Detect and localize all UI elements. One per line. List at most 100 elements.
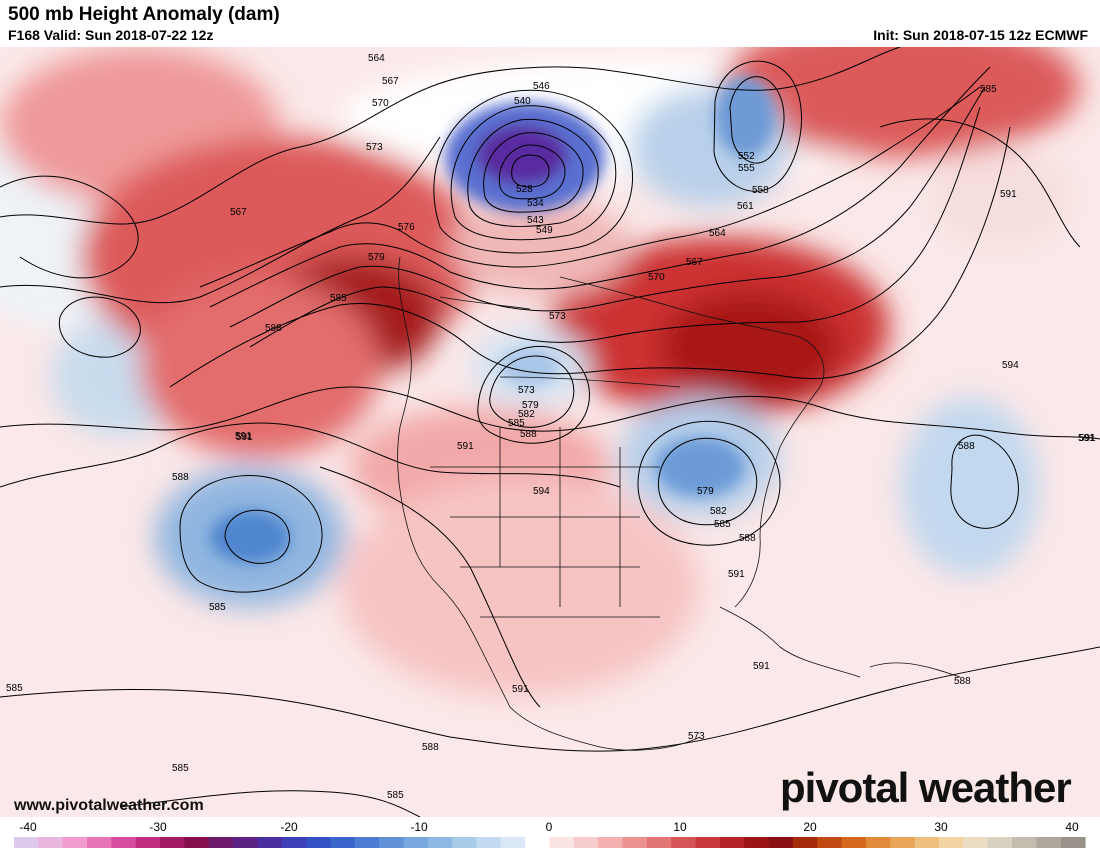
scale-swatch (938, 837, 964, 848)
contour-label: 534 (527, 198, 544, 209)
color-scale: -40 -30 -20 -10 0 10 20 30 40 (14, 820, 1086, 848)
contour-label: 591 (235, 431, 252, 442)
contour-label: 591 (753, 661, 770, 672)
contour-label: 588 (739, 533, 756, 544)
scale-swatch (963, 837, 989, 848)
height-contours (0, 47, 1100, 817)
contour-label: 585 (714, 519, 731, 530)
contour-label: 579 (522, 400, 539, 411)
contour-label: 585 (209, 602, 226, 613)
contour-label: 552 (738, 151, 755, 162)
scale-swatch (281, 837, 307, 848)
scale-swatch (1011, 837, 1037, 848)
scale-swatch (1060, 837, 1086, 848)
scale-tick: -20 (280, 820, 298, 834)
scale-swatch (62, 837, 88, 848)
scale-swatch (744, 837, 770, 848)
contour-label: 585 (387, 790, 404, 801)
anomaly-map: 564 567 570 573 576 579 546 540 528 534 … (0, 47, 1100, 817)
scale-swatch (598, 837, 624, 848)
scale-swatch (330, 837, 356, 848)
scale-swatch (671, 837, 697, 848)
contour-label: 585 (980, 84, 997, 95)
scale-swatch (379, 837, 405, 848)
scale-swatch (890, 837, 916, 848)
scale-tick: 10 (673, 820, 687, 834)
scale-swatch (646, 837, 672, 848)
scale-swatch (427, 837, 453, 848)
contour-label: 594 (1002, 360, 1019, 371)
contour-label: 591 (728, 569, 745, 580)
scale-swatch (257, 837, 283, 848)
scale-swatch (233, 837, 259, 848)
contour-label: 588 (265, 323, 282, 334)
contour-label: 579 (368, 252, 385, 263)
scale-tick: 40 (1065, 820, 1079, 834)
anomaly-shading (0, 47, 1080, 697)
contour-label: 591 (457, 441, 474, 452)
contour-label: 567 (382, 76, 399, 87)
scale-tick: 30 (934, 820, 948, 834)
scale-swatches (14, 837, 1086, 848)
contour-label: 558 (752, 185, 769, 196)
scale-swatch (354, 837, 380, 848)
scale-tick: -40 (19, 820, 37, 834)
contour-label: 591 (512, 684, 529, 695)
contour-label: 564 (709, 228, 726, 239)
contour-label: 567 (230, 207, 247, 218)
scale-swatch (184, 837, 210, 848)
scale-swatch (622, 837, 648, 848)
contour-label: 543 (527, 215, 544, 226)
contour-label: 570 (372, 98, 389, 109)
contour-label: 588 (172, 472, 189, 483)
scale-swatch (14, 837, 39, 848)
scale-swatch (768, 837, 794, 848)
scale-swatch (792, 837, 818, 848)
contour-label: 582 (710, 506, 727, 517)
website-url: www.pivotalweather.com (14, 797, 204, 814)
contour-label: 588 (422, 742, 439, 753)
contour-label: 567 (686, 257, 703, 268)
contour-label: 582 (518, 409, 535, 420)
scale-swatch (914, 837, 940, 848)
contour-label: 549 (536, 225, 553, 236)
scale-swatch (306, 837, 332, 848)
scale-swatch (160, 837, 185, 848)
contour-label: 546 (533, 81, 550, 92)
scale-swatch (452, 837, 478, 848)
contour-label: 585 (6, 683, 23, 694)
scale-swatch (38, 837, 64, 848)
contour-label: 588 (520, 429, 537, 440)
contour-label: 561 (737, 201, 754, 212)
contour-label: 591 (1078, 433, 1095, 444)
contour-label: 585 (508, 418, 525, 429)
contour-label: 591 (1000, 189, 1017, 200)
scale-swatch (573, 837, 599, 848)
map-title: 500 mb Height Anomaly (dam) (8, 4, 280, 25)
scale-swatch (1036, 837, 1062, 848)
scale-tick: -10 (410, 820, 428, 834)
contour-label: 573 (366, 142, 383, 153)
scale-swatch (865, 837, 891, 848)
scale-swatch (135, 837, 161, 848)
scale-swatch (111, 837, 137, 848)
scale-swatch (719, 837, 745, 848)
scale-swatch (695, 837, 721, 848)
contour-label: 588 (954, 676, 971, 687)
contour-label: 591 (236, 432, 253, 443)
scale-swatch (208, 837, 234, 848)
contour-label: 585 (172, 763, 189, 774)
scale-swatch (403, 837, 429, 848)
contour-label: 540 (514, 96, 531, 107)
contour-label: 594 (533, 486, 550, 497)
contour-label: 528 (516, 184, 533, 195)
pivotal-weather-logo: pivotal weather (780, 764, 1072, 811)
contour-labels: 564 567 570 573 576 579 546 540 528 534 … (6, 53, 1096, 801)
scale-ticks: -40 -30 -20 -10 0 10 20 30 40 (19, 820, 1079, 834)
contour-label: 591 (1079, 433, 1096, 444)
contour-label: 588 (958, 441, 975, 452)
contour-label: 555 (738, 163, 755, 174)
scale-tick: 0 (546, 820, 553, 834)
contour-label: 573 (549, 311, 566, 322)
